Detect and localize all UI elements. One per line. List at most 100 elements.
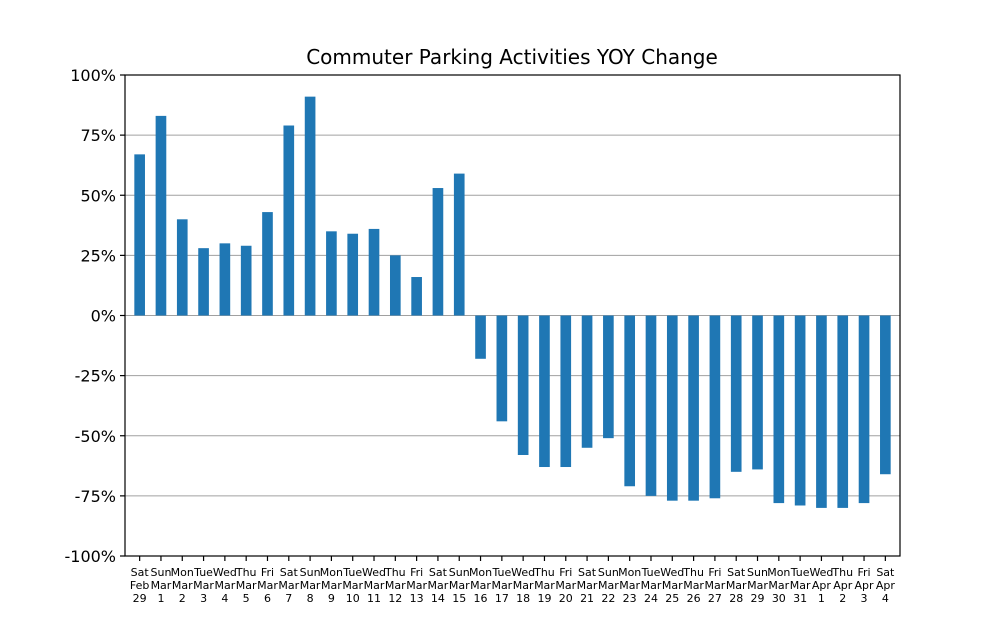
x-tick-label: Mar xyxy=(428,579,449,592)
x-tick-label: 29 xyxy=(133,592,147,605)
x-tick-label: Apr xyxy=(833,579,853,592)
x-tick-label: Mar xyxy=(236,579,257,592)
bar xyxy=(560,315,572,468)
bar xyxy=(368,228,380,316)
bar xyxy=(539,315,550,468)
bar xyxy=(666,315,678,501)
x-tick-label: Wed xyxy=(809,566,833,579)
x-tick-label: Mar xyxy=(172,579,193,592)
x-tick-label: 1 xyxy=(157,592,164,605)
y-tick-label: 75% xyxy=(80,126,116,145)
x-tick-label: Mar xyxy=(683,579,704,592)
x-tick-label: Mar xyxy=(278,579,299,592)
x-tick-label: Fri xyxy=(708,566,721,579)
x-tick-label: Thu xyxy=(235,566,257,579)
x-tick-label: 27 xyxy=(708,592,722,605)
x-tick-label: 3 xyxy=(200,592,207,605)
x-tick-label: Thu xyxy=(384,566,406,579)
x-tick-label: Thu xyxy=(831,566,853,579)
y-tick-label: 0% xyxy=(91,307,116,326)
bar xyxy=(347,233,359,316)
bar xyxy=(262,212,273,316)
x-tick-label: 26 xyxy=(687,592,701,605)
x-tick-label: Mar xyxy=(555,579,576,592)
x-tick-label: 5 xyxy=(243,592,250,605)
x-axis: SatFeb29SunMar1MonMar2TueMar3WedMar4ThuM… xyxy=(130,556,895,605)
x-tick-label: Sun xyxy=(598,566,619,579)
y-tick-label: -100% xyxy=(64,547,116,566)
x-tick-label: Mar xyxy=(705,579,726,592)
x-tick-label: Sat xyxy=(876,566,895,579)
x-tick-label: 22 xyxy=(601,592,615,605)
x-tick-label: Mar xyxy=(619,579,640,592)
bar xyxy=(411,277,422,316)
x-tick-label: Mar xyxy=(470,579,491,592)
bar xyxy=(752,315,763,470)
x-tick-label: Tue xyxy=(790,566,810,579)
x-tick-label: 4 xyxy=(882,592,889,605)
bar xyxy=(581,315,593,448)
x-tick-label: 15 xyxy=(452,592,466,605)
x-tick-label: Mar xyxy=(385,579,406,592)
bar xyxy=(858,315,870,504)
x-tick-label: 9 xyxy=(328,592,335,605)
x-tick-label: Mar xyxy=(321,579,342,592)
x-tick-label: Apr xyxy=(812,579,832,592)
bar xyxy=(155,115,167,316)
x-tick-label: Sun xyxy=(449,566,470,579)
x-tick-label: 31 xyxy=(793,592,807,605)
x-tick-label: Mar xyxy=(300,579,321,592)
x-tick-label: 3 xyxy=(861,592,868,605)
bar xyxy=(880,315,891,475)
bar xyxy=(134,154,145,316)
bar xyxy=(624,315,636,487)
x-tick-label: Mar xyxy=(598,579,619,592)
bar xyxy=(453,173,465,316)
x-tick-label: 2 xyxy=(839,592,846,605)
x-tick-label: Mar xyxy=(726,579,747,592)
bar xyxy=(240,245,252,316)
x-tick-label: Mar xyxy=(577,579,598,592)
x-tick-label: 19 xyxy=(537,592,551,605)
x-tick-label: 21 xyxy=(580,592,594,605)
bar xyxy=(688,315,699,501)
bar xyxy=(794,315,806,506)
x-tick-label: Thu xyxy=(682,566,704,579)
bar xyxy=(645,315,657,496)
x-tick-label: Mon xyxy=(171,566,194,579)
x-tick-label: Sat xyxy=(727,566,746,579)
x-tick-label: Mar xyxy=(641,579,662,592)
x-tick-label: Mar xyxy=(193,579,214,592)
x-tick-label: 6 xyxy=(264,592,271,605)
x-tick-label: Feb xyxy=(130,579,149,592)
x-tick-label: 29 xyxy=(751,592,765,605)
x-tick-label: 20 xyxy=(559,592,573,605)
x-tick-label: Mar xyxy=(790,579,811,592)
y-grid xyxy=(125,134,900,497)
x-tick-label: 17 xyxy=(495,592,509,605)
x-tick-label: Wed xyxy=(660,566,684,579)
y-tick-label: -25% xyxy=(75,367,116,386)
x-tick-label: 1 xyxy=(818,592,825,605)
bar xyxy=(837,315,849,508)
bar xyxy=(326,231,337,316)
x-tick-label: Fri xyxy=(857,566,870,579)
bar xyxy=(730,315,742,472)
bar xyxy=(475,315,486,359)
x-tick-label: Thu xyxy=(533,566,555,579)
x-tick-label: Sun xyxy=(747,566,768,579)
bar xyxy=(517,315,529,455)
x-tick-label: Mon xyxy=(469,566,492,579)
bar xyxy=(603,315,614,439)
x-tick-label: 10 xyxy=(346,592,360,605)
x-tick-label: Wed xyxy=(213,566,237,579)
x-tick-label: 16 xyxy=(474,592,488,605)
y-tick-label: 100% xyxy=(70,66,116,85)
x-tick-label: 7 xyxy=(285,592,292,605)
x-tick-label: Tue xyxy=(193,566,213,579)
x-tick-label: 13 xyxy=(410,592,424,605)
x-tick-label: 18 xyxy=(516,592,530,605)
x-tick-label: Sun xyxy=(150,566,171,579)
x-tick-label: Tue xyxy=(641,566,661,579)
